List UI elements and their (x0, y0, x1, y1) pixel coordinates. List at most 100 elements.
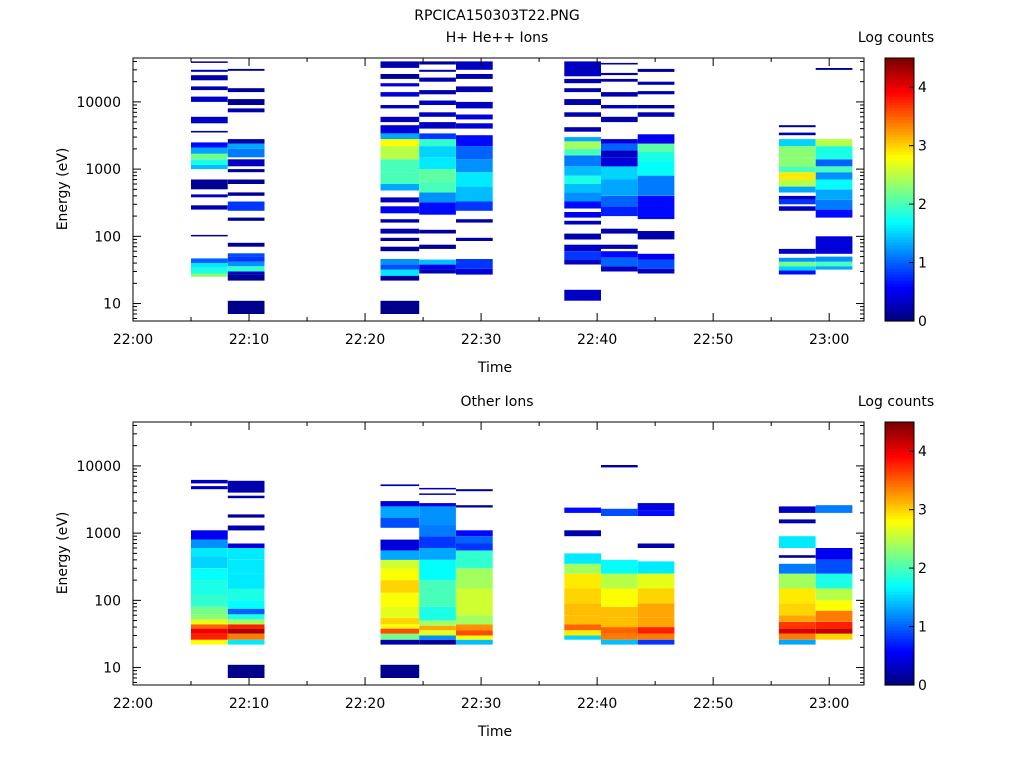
spectrogram-cell (227, 633, 265, 640)
colorbar-swatch (885, 288, 914, 293)
spectrogram-cell (815, 209, 853, 218)
spectrogram-cell (227, 559, 265, 574)
spectrogram-cell (227, 548, 265, 560)
spectrogram-cell (419, 139, 456, 147)
spectrogram-cell (637, 134, 675, 144)
colorbar-swatch (885, 139, 914, 144)
spectrogram-cell (601, 627, 638, 634)
spectrogram-cell (601, 72, 638, 76)
spectrogram-cell (191, 556, 228, 569)
spectrogram-cell (601, 244, 638, 249)
spectrogram-cell (419, 192, 456, 203)
spectrogram-cell (778, 132, 816, 136)
spectrogram-cell (419, 90, 456, 95)
colorbar-swatch (885, 524, 914, 528)
spectrogram-cell (637, 510, 675, 516)
spectrogram-cell (380, 228, 420, 234)
spectrogram-cell (778, 146, 816, 158)
colorbar-swatch (885, 195, 914, 199)
colorbar-swatch (885, 294, 914, 299)
spectrogram-cell (380, 61, 420, 68)
spectrogram-cell (227, 495, 265, 499)
colorbar-swatch (885, 107, 914, 112)
colorbar-tick-label: 4 (918, 444, 927, 460)
spectrogram-cell (380, 606, 420, 618)
colorbar-swatch (885, 506, 914, 511)
spectrogram-cell (191, 165, 228, 170)
spectrogram-cell (419, 525, 456, 537)
colorbar-swatch (885, 192, 914, 196)
colorbar-swatch (885, 177, 914, 182)
spectrogram-cell (778, 621, 816, 629)
colorbar-swatch (885, 582, 914, 587)
spectrogram-cell (778, 628, 816, 634)
spectrogram-cell (778, 633, 816, 640)
colorbar-swatch (885, 250, 914, 255)
y-tick-label: 10 (103, 297, 121, 313)
spectrogram-cell (637, 543, 675, 548)
spectrogram-cell (564, 184, 601, 193)
spectrogram-cell (456, 219, 493, 223)
colorbar-swatch (885, 515, 914, 520)
y-tick-label: 10000 (76, 95, 121, 111)
spectrogram-cell (564, 259, 601, 265)
spectrogram-cell (601, 508, 638, 516)
spectrogram-cell (637, 143, 675, 152)
panel-top: H+ He++ Ions 22:00 22:10 22:20 22:30 22:40 22… (55, 30, 934, 376)
spectrogram-cell (564, 603, 601, 616)
spectrogram-cell (191, 479, 228, 484)
spectrogram-cell (637, 588, 675, 604)
colorbar-swatch (885, 98, 914, 103)
colorbar-swatch (885, 521, 914, 525)
spectrogram-cell (456, 635, 493, 640)
spectrogram-cell (815, 610, 853, 622)
colorbar: 0 1 2 3 4 (884, 421, 927, 694)
spectrogram-cell (380, 146, 420, 160)
spectrogram-cell (456, 615, 493, 625)
x-tick-label: 22:40 (577, 332, 617, 348)
colorbar-swatch (885, 495, 914, 499)
spectrogram-cell (191, 159, 228, 165)
x-tick-label: 22:50 (693, 696, 733, 712)
spectrogram-cell (191, 633, 228, 640)
colorbar-swatch (885, 119, 914, 123)
spectrogram-cell (419, 606, 456, 621)
spectrogram-cell (227, 300, 265, 314)
colorbar-swatch (885, 145, 914, 150)
spectrogram-cell (564, 61, 601, 77)
colorbar-swatch (885, 594, 914, 598)
colorbar-swatch (885, 218, 914, 223)
colorbar-swatch (885, 527, 914, 531)
x-tick-label: 22:30 (461, 332, 501, 348)
spectrogram-cell (419, 264, 456, 270)
axes-ticks: 22:00 22:10 22:20 22:30 22:40 22:50 23:00 10 100… (76, 58, 864, 348)
colorbar-swatch (885, 93, 914, 97)
spectrogram-cell (778, 588, 816, 604)
colorbar-swatch (885, 215, 914, 220)
colorbar-swatch (885, 547, 914, 552)
spectrogram-cell (601, 179, 638, 196)
spectrogram-cell (380, 116, 420, 123)
figure-title: RPCICA150303T22.PNG (414, 8, 579, 24)
spectrogram-cell (419, 620, 456, 626)
spectrogram-cell (637, 112, 675, 117)
colorbar-swatch (885, 163, 914, 167)
spectrogram-cell (380, 550, 420, 560)
spectrogram-cell (564, 624, 601, 631)
spectrogram-cell (564, 573, 601, 589)
spectrogram-cell (456, 61, 493, 70)
colorbar-swatch (885, 439, 914, 444)
spectrogram-cells (191, 61, 853, 314)
colorbar-swatch (885, 641, 914, 645)
spectrogram-cell (564, 112, 601, 117)
colorbar-swatch (885, 562, 914, 566)
colorbar-swatch (885, 274, 914, 278)
y-tick-label: 100 (94, 593, 121, 609)
spectrogram-cell (191, 142, 228, 148)
spectrogram-cell (601, 105, 638, 109)
spectrogram-cell (456, 588, 493, 616)
x-tick-label: 22:00 (113, 332, 153, 348)
colorbar-swatch (885, 265, 914, 269)
spectrogram-cell (380, 246, 420, 252)
spectrogram-cell (815, 548, 853, 560)
